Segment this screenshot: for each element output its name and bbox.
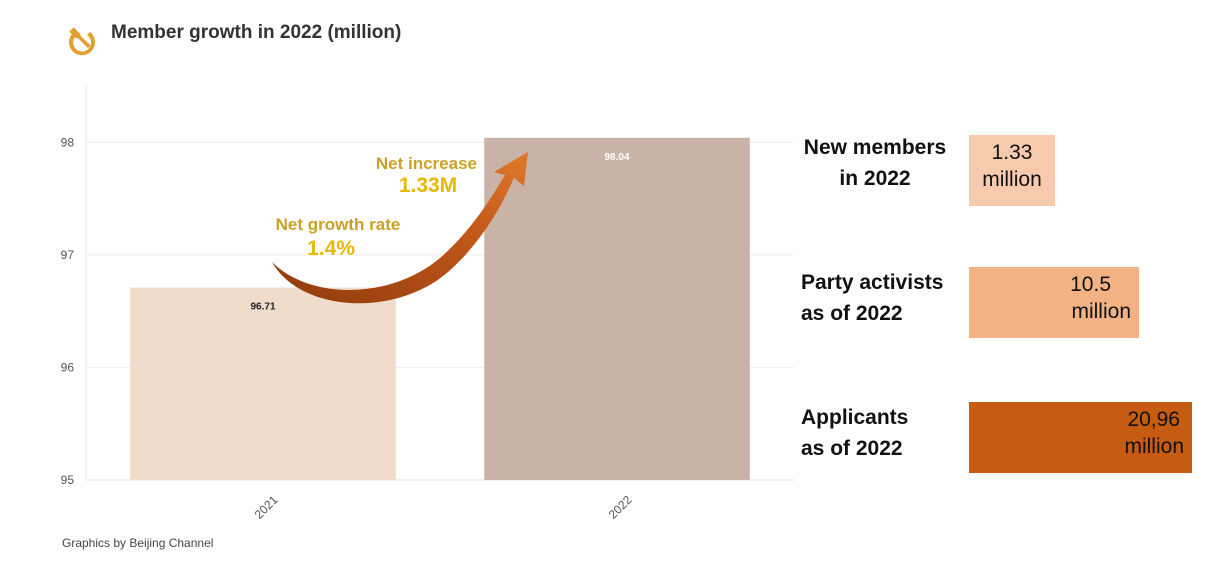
data-label-2022: 98.04: [604, 152, 629, 163]
stat-new-members-label: New members in 2022: [803, 136, 947, 190]
y-tick-label: 98: [61, 135, 75, 149]
x-tick-label-2022: 2022: [606, 493, 635, 522]
chart-title: Member growth in 2022 (million): [111, 22, 402, 43]
net-growth-rate-value: 1.4%: [307, 237, 355, 260]
stat-party-activists-label: Party activists as of 2022: [801, 271, 944, 325]
footer-credit: Graphics by Beijing Channel: [62, 536, 214, 550]
x-tick-label-2021: 2021: [252, 493, 281, 522]
stat-applicants-value: 20,96 million: [969, 402, 1192, 473]
y-tick-label: 95: [61, 473, 75, 487]
stat-party-activists-value: 10.5 million: [969, 267, 1139, 338]
y-tick-label: 96: [61, 360, 75, 374]
y-tick-label: 97: [61, 248, 75, 262]
net-increase-value: 1.33M: [399, 174, 457, 197]
growth-arrow: [272, 152, 528, 304]
net-increase-label: Net increase: [376, 154, 477, 173]
data-label-2021: 96.71: [250, 302, 275, 313]
net-growth-rate-label: Net growth rate: [276, 215, 401, 234]
bar-2022: [484, 137, 750, 481]
bar-2021: [130, 287, 396, 480]
hammer-sickle-icon: [69, 27, 96, 56]
stat-new-members-value: 1.33 million: [969, 135, 1055, 206]
stat-applicants-label: Applicants as of 2022: [801, 406, 909, 460]
